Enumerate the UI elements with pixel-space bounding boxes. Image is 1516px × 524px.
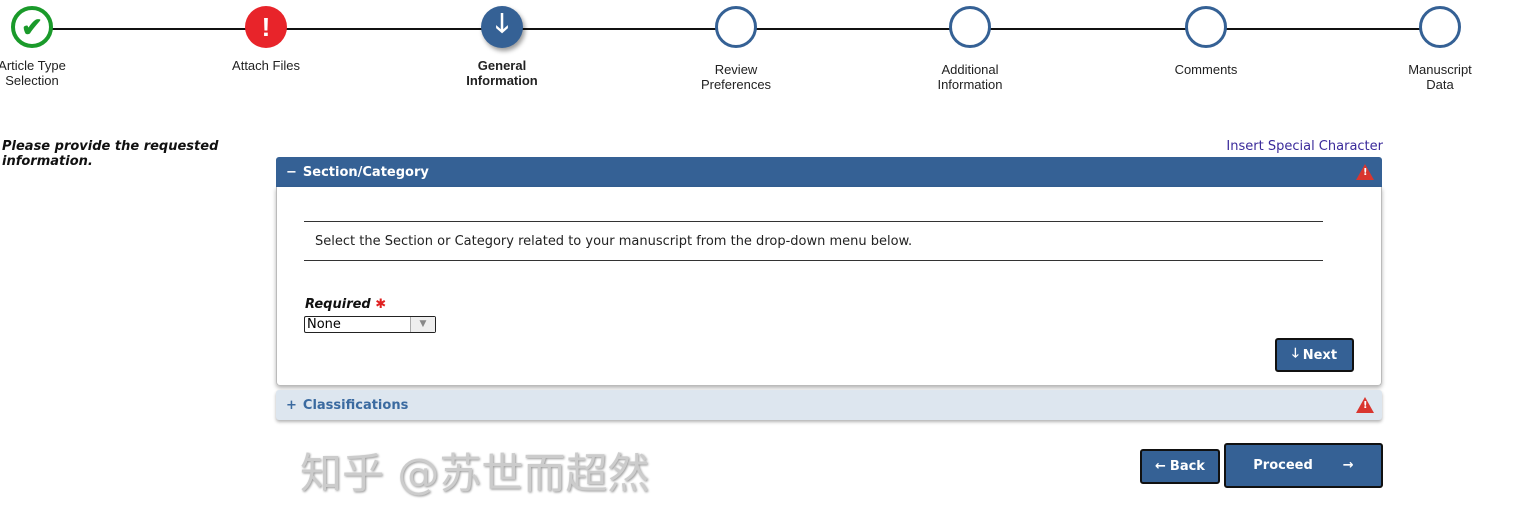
section-category-panel: − Section/Category ! Select the Section … xyxy=(276,157,1382,386)
arrow-down-icon: 🡓 xyxy=(481,6,523,48)
step-4[interactable]: Additional Information xyxy=(890,6,1050,92)
insert-special-character-link[interactable]: Insert Special Character xyxy=(1226,139,1383,154)
instructions: Please provide the requested information… xyxy=(2,139,219,169)
check-icon: ✔ xyxy=(11,6,53,48)
section-category-title: Section/Category xyxy=(302,164,429,180)
watermark: 知乎 @苏世而超然 xyxy=(300,449,650,498)
exclamation-icon: ! xyxy=(245,6,287,48)
warning-icon: ! xyxy=(1356,397,1374,413)
section-category-body: Select the Section or Category related t… xyxy=(276,187,1382,386)
expand-icon: + xyxy=(286,397,297,413)
step-2[interactable]: 🡓 General Information xyxy=(422,6,582,88)
classifications-title: Classifications xyxy=(302,397,409,413)
arrow-right-icon: → xyxy=(1342,458,1354,473)
required-label: Required ✱ xyxy=(305,297,387,312)
section-category-header[interactable]: − Section/Category ! xyxy=(276,157,1382,187)
step-6[interactable]: Manuscript Data xyxy=(1360,6,1516,92)
section-description: Select the Section or Category related t… xyxy=(304,221,1323,261)
step-label: Article Type Selection xyxy=(0,58,66,88)
classifications-panel: + Classifications ! xyxy=(276,390,1382,420)
proceed-button[interactable]: Proceed → xyxy=(1224,443,1383,488)
empty-circle-icon xyxy=(1419,6,1461,48)
step-label: Comments xyxy=(1174,62,1238,77)
empty-circle-icon xyxy=(715,6,757,48)
required-star-icon: ✱ xyxy=(375,297,387,312)
step-3[interactable]: Review Preferences xyxy=(656,6,816,92)
section-select[interactable]: None ▼ xyxy=(304,316,436,333)
warning-icon: ! xyxy=(1356,164,1374,180)
step-label: Review Preferences xyxy=(700,62,772,92)
collapse-icon: − xyxy=(286,164,297,180)
step-label: General Information xyxy=(466,58,538,88)
empty-circle-icon xyxy=(1185,6,1227,48)
arrow-left-icon: ← xyxy=(1155,459,1166,474)
classifications-header[interactable]: + Classifications ! xyxy=(276,390,1382,420)
chevron-down-icon: ▼ xyxy=(410,317,435,332)
empty-circle-icon xyxy=(949,6,991,48)
back-button[interactable]: ← Back xyxy=(1140,449,1220,484)
step-0[interactable]: ✔ Article Type Selection xyxy=(0,6,112,88)
step-label: Additional Information xyxy=(937,62,1003,92)
step-1[interactable]: ! Attach Files xyxy=(186,6,346,73)
arrow-down-icon: 🡓 xyxy=(1291,346,1299,361)
step-label: Manuscript Data xyxy=(1408,62,1472,92)
step-5[interactable]: Comments xyxy=(1126,6,1286,77)
next-button[interactable]: 🡓 Next xyxy=(1275,338,1354,372)
step-label: Attach Files xyxy=(232,58,300,73)
